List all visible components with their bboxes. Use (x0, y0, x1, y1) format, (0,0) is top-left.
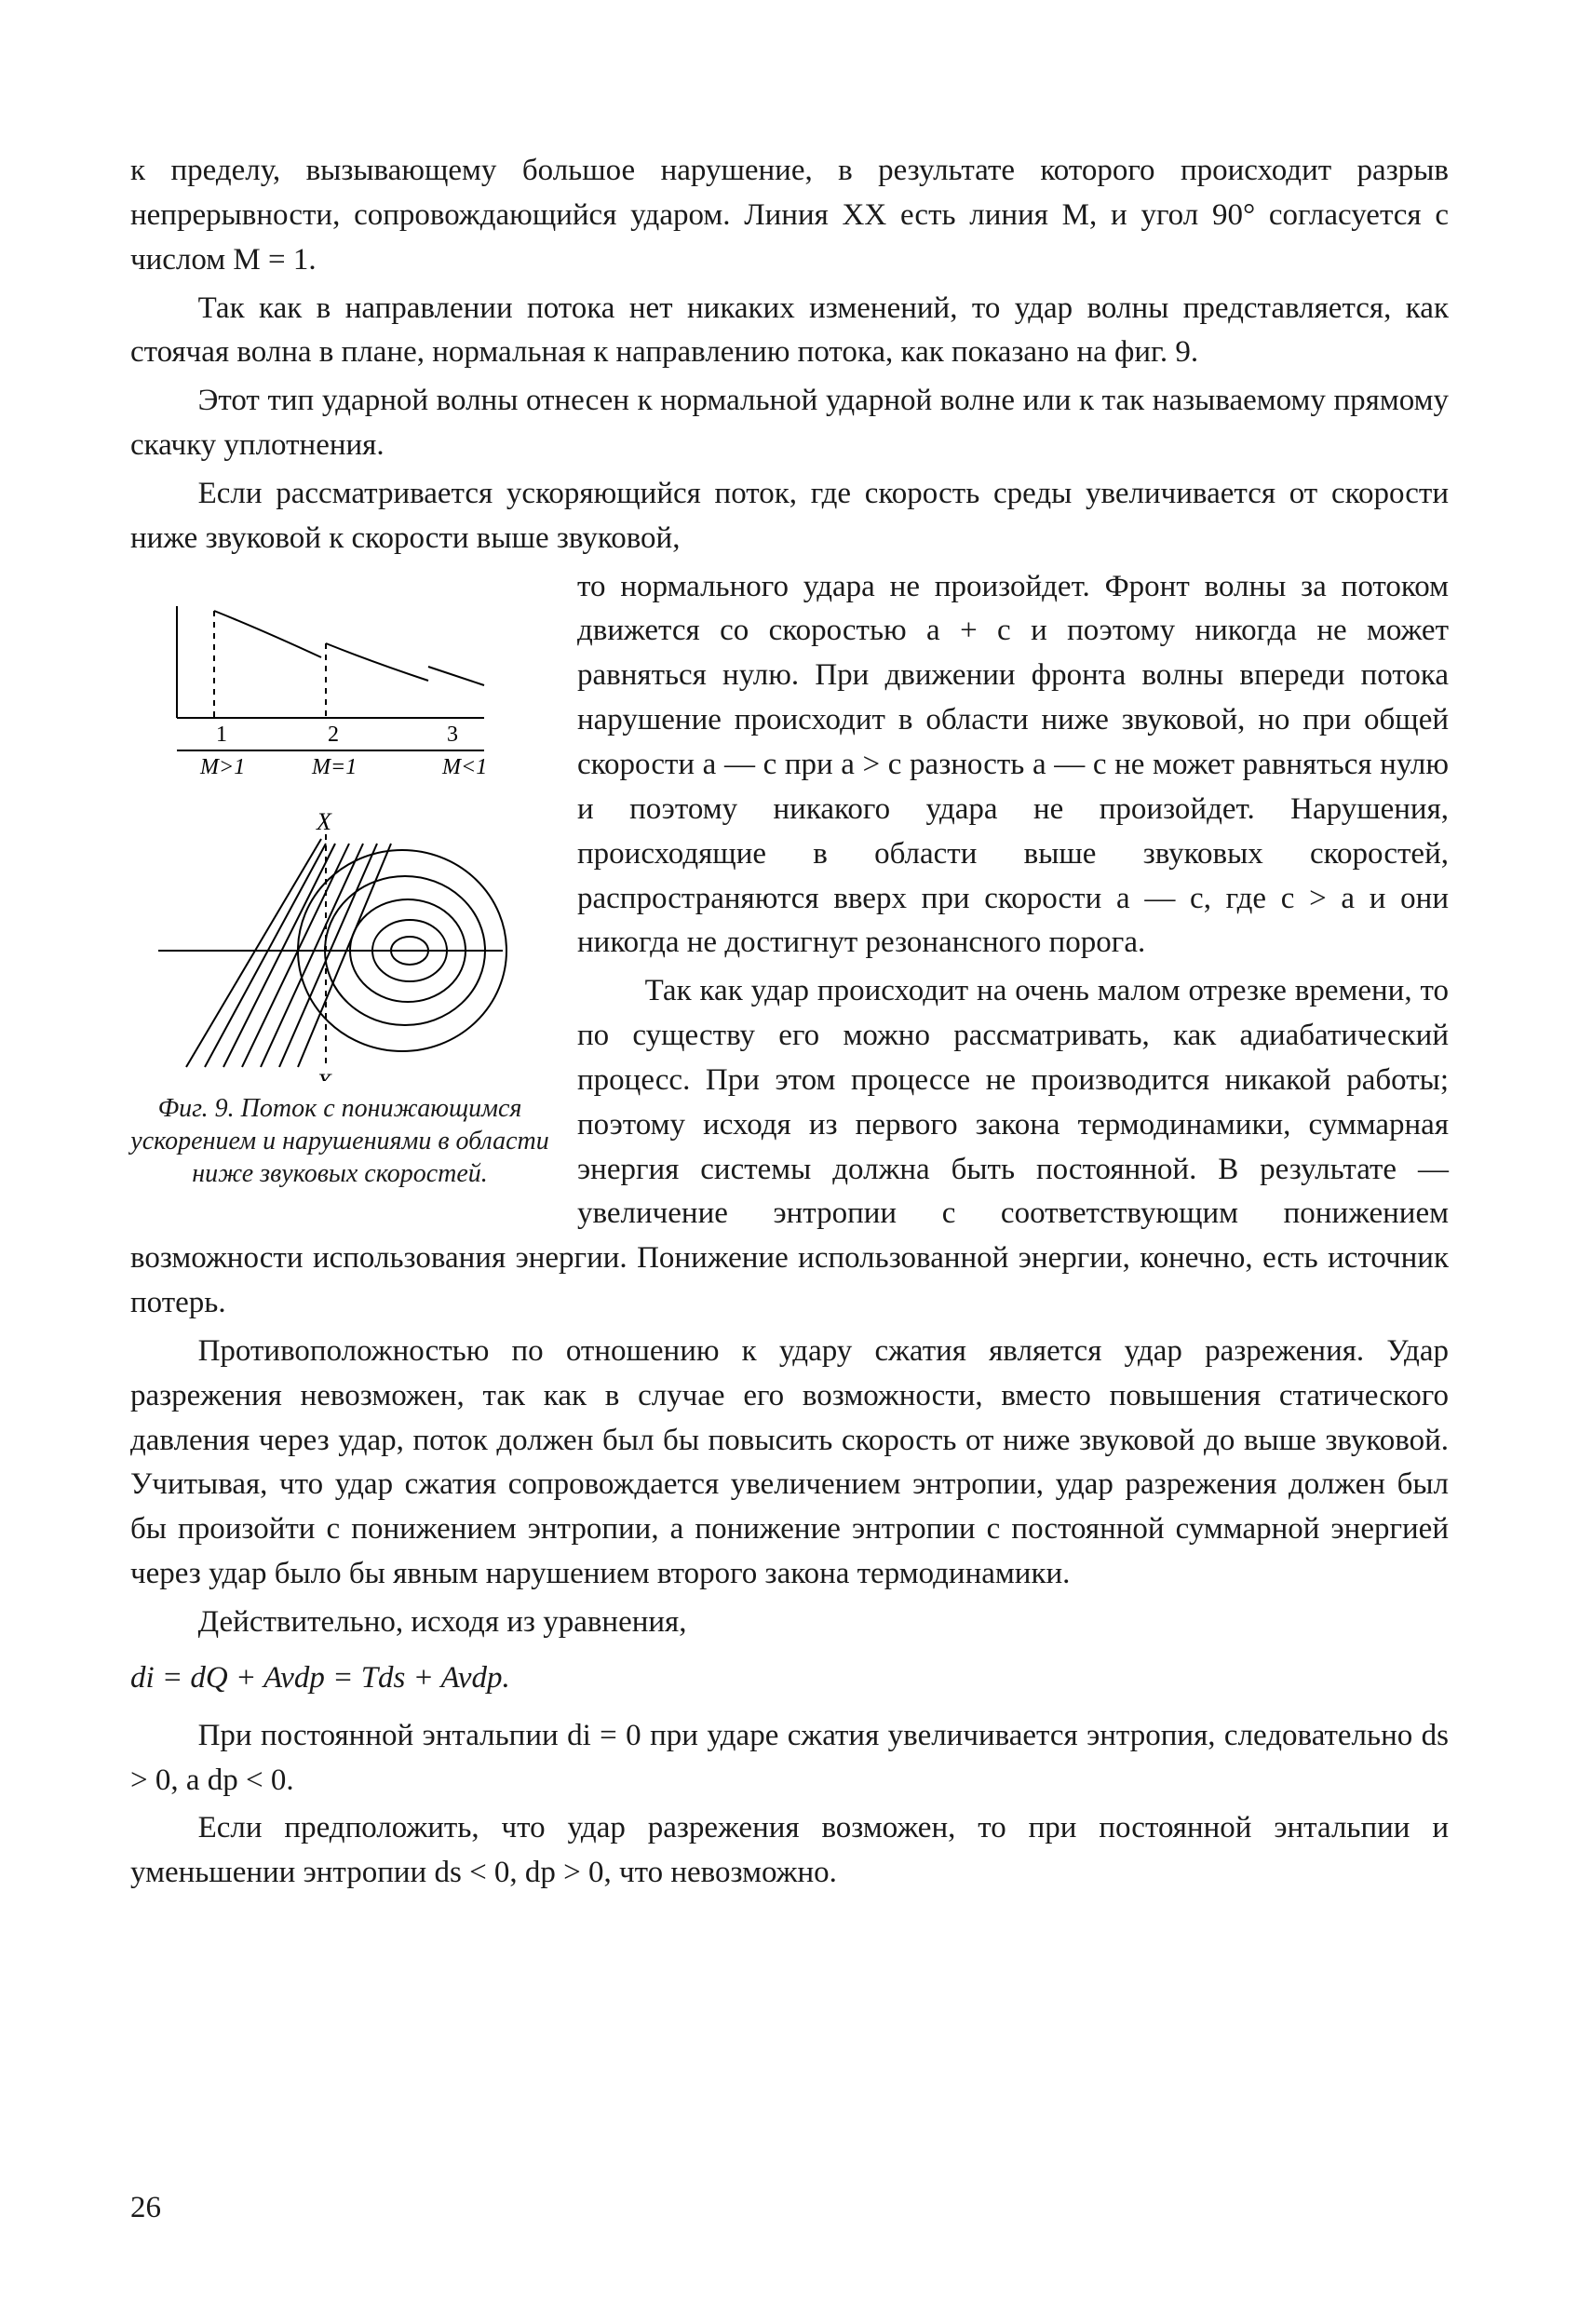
page-number: 26 (130, 2186, 161, 2231)
figure-and-text-block: 1 2 3 M>1 M=1 M<1 X X (130, 565, 1449, 1330)
paragraph-7: Действительно, исходя из уравнения, (130, 1601, 1449, 1645)
zone-label-3: 3 (447, 723, 458, 747)
m-label-2: M=1 (311, 755, 357, 779)
paragraph-8: При постоянной энтальпии di = 0 при удар… (130, 1714, 1449, 1804)
equation: di = dQ + Avdp = Tds + Avdp. (130, 1656, 1449, 1701)
figure-9: 1 2 3 M>1 M=1 M<1 X X (130, 578, 549, 1190)
zone-label-1: 1 (216, 723, 227, 747)
paragraph-1: к пределу, вызывающему большое нарушение… (130, 149, 1449, 283)
paragraph-4-lead: Если рассматривается ускоряющийся поток,… (130, 472, 1449, 561)
paragraph-6: Противоположностью по отношению к удару … (130, 1330, 1449, 1597)
paragraph-3: Этот тип ударной волны отнесен к нормаль… (130, 379, 1449, 468)
m-label-3: M<1 (441, 755, 487, 779)
figure-9-svg: 1 2 3 M>1 M=1 M<1 X X (130, 578, 531, 1081)
x-top-label: X (316, 808, 332, 835)
paragraph-9: Если предположить, что удар разрежения в… (130, 1806, 1449, 1896)
paragraph-2: Так как в направлении потока нет никаких… (130, 287, 1449, 376)
x-bottom-label: X (316, 1069, 332, 1081)
zone-label-2: 2 (328, 723, 339, 747)
figure-9-caption-head: Фиг. 9. (158, 1094, 235, 1123)
m-label-1: M>1 (199, 755, 245, 779)
page: к пределу, вызывающему большое нарушение… (0, 0, 1579, 2324)
figure-9-caption: Фиг. 9. Поток с понижающимся ускорением … (130, 1092, 549, 1190)
